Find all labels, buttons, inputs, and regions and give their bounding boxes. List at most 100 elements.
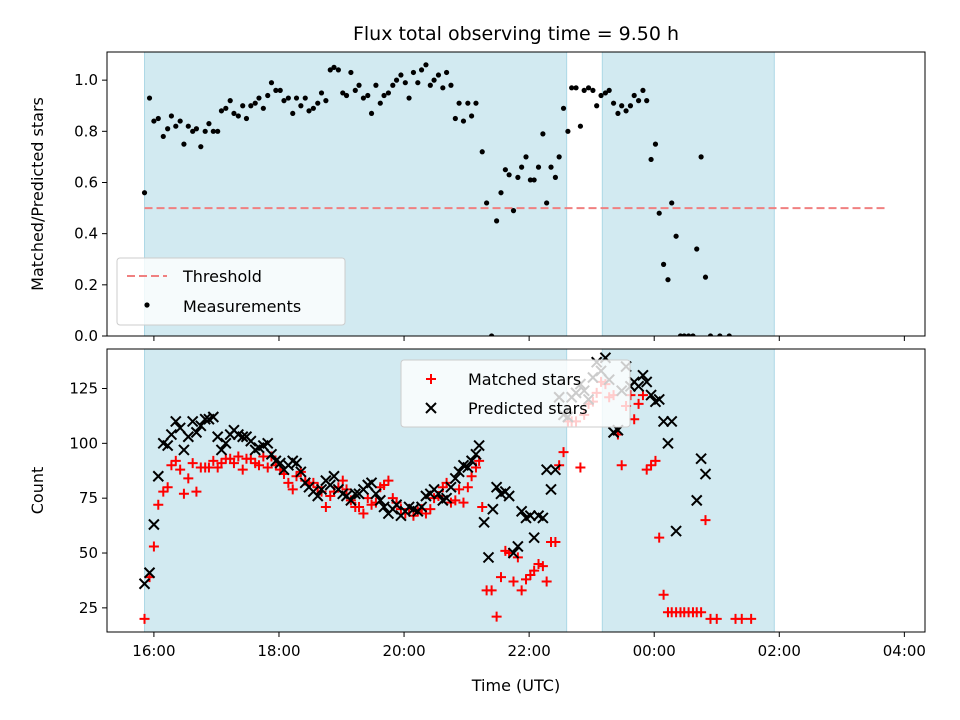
data-point	[531, 177, 537, 183]
data-point	[606, 87, 612, 93]
data-point	[287, 484, 298, 495]
data-point	[210, 128, 216, 134]
data-point	[698, 154, 704, 160]
data-point	[654, 532, 665, 543]
data-point	[365, 92, 371, 99]
data-point	[185, 123, 191, 129]
data-point	[178, 444, 190, 456]
data-point	[610, 100, 617, 106]
data-point	[324, 479, 336, 491]
data-point	[315, 483, 328, 496]
data-point	[406, 95, 412, 101]
data-point	[498, 190, 504, 196]
data-point	[240, 103, 246, 109]
data-point	[151, 118, 157, 124]
y-tick-label: 0.6	[74, 173, 98, 191]
data-point	[629, 414, 640, 425]
x-tick-label: 16:00	[132, 642, 175, 660]
data-point	[158, 486, 169, 497]
data-point	[462, 461, 474, 474]
data-point	[632, 380, 645, 393]
data-point	[427, 82, 433, 88]
data-point	[486, 585, 497, 596]
y-tick-label: 75	[79, 489, 98, 507]
legend-matched-swatch	[426, 374, 436, 384]
data-point	[515, 505, 528, 518]
data-point	[293, 95, 300, 101]
data-point	[318, 90, 325, 96]
data-point	[465, 455, 478, 467]
data-point	[348, 69, 354, 76]
data-point	[285, 95, 291, 101]
data-point	[252, 100, 258, 106]
y-tick-label: 100	[69, 434, 98, 452]
data-point	[365, 477, 378, 489]
data-point	[456, 100, 462, 106]
data-point	[699, 468, 712, 480]
data-point	[423, 62, 429, 68]
top-panel: 0.0 0.2 0.4 0.6 0.8 1.0 Matched/Predicted star…	[28, 51, 926, 345]
data-point	[227, 98, 233, 104]
data-point	[165, 428, 178, 441]
data-point	[253, 460, 264, 471]
data-point	[398, 72, 404, 78]
data-point	[277, 87, 283, 93]
data-point	[173, 123, 179, 129]
data-point	[178, 488, 189, 499]
data-point	[540, 131, 546, 137]
legend-box	[400, 359, 631, 428]
data-point	[153, 499, 164, 510]
data-point	[265, 92, 271, 99]
data-point	[237, 431, 249, 443]
data-point	[268, 80, 275, 86]
data-point	[662, 437, 674, 450]
data-point	[202, 128, 208, 134]
data-point	[148, 518, 160, 531]
data-point	[512, 540, 524, 553]
data-point	[644, 98, 650, 104]
data-point	[695, 452, 707, 465]
data-point	[454, 484, 465, 495]
data-point	[295, 466, 307, 478]
data-point	[215, 444, 228, 456]
data-point	[283, 477, 294, 488]
legend-measurements-swatch	[144, 302, 150, 308]
data-point	[432, 488, 445, 500]
data-point	[473, 439, 485, 452]
shaded-span-1	[601, 51, 775, 337]
legend-measurements-label: Measurements	[183, 297, 301, 316]
x-tick-label: 04:00	[883, 642, 926, 660]
data-point	[310, 105, 316, 111]
data-point	[440, 85, 446, 91]
data-point	[470, 448, 482, 461]
data-point	[349, 488, 361, 500]
data-point	[491, 611, 502, 622]
data-point	[458, 497, 469, 508]
y-tick-label: 0.4	[74, 225, 98, 243]
data-point	[487, 503, 499, 515]
data-point	[465, 100, 471, 106]
data-point	[298, 103, 304, 109]
data-point	[631, 92, 637, 99]
data-point	[175, 464, 186, 475]
data-point	[691, 494, 703, 507]
data-point	[262, 437, 274, 450]
data-point	[669, 200, 675, 206]
data-point	[181, 141, 187, 147]
data-point	[445, 481, 457, 493]
data-point	[440, 492, 453, 504]
data-point	[508, 576, 519, 587]
data-point	[170, 455, 181, 466]
data-point	[343, 92, 350, 99]
data-point	[450, 495, 461, 506]
data-point	[248, 103, 254, 109]
data-point	[577, 123, 584, 129]
data-point	[590, 87, 596, 93]
data-point	[686, 333, 692, 336]
data-point	[215, 128, 221, 134]
data-point	[623, 108, 629, 114]
data-point	[726, 333, 732, 336]
data-point	[468, 113, 475, 119]
data-point	[233, 451, 244, 462]
data-point	[646, 460, 657, 471]
